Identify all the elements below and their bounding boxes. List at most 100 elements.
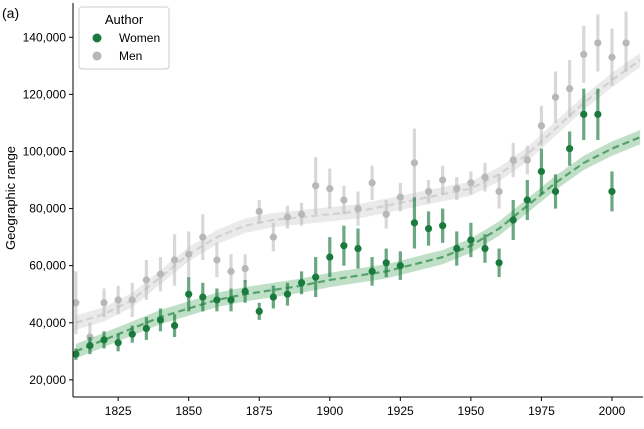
data-point-men — [283, 213, 292, 221]
legend-label-men: Men — [119, 49, 142, 63]
data-point-men — [354, 204, 362, 213]
data-point-men — [551, 93, 560, 101]
data-point-women — [551, 187, 560, 196]
y-tick-label: 140,000 — [23, 30, 67, 44]
data-point-women — [326, 253, 334, 261]
y-tick-label: 20,000 — [29, 373, 66, 387]
data-point-women — [114, 339, 122, 347]
data-point-women — [156, 316, 165, 324]
data-point-men — [326, 184, 334, 193]
data-point-men — [199, 233, 207, 241]
data-point-women — [509, 216, 517, 224]
data-point-men — [114, 296, 122, 304]
x-tick-label: 2000 — [599, 404, 626, 418]
data-point-women — [213, 296, 221, 304]
data-point-men — [495, 187, 503, 196]
data-point-women — [354, 244, 362, 253]
data-point-women — [608, 187, 616, 196]
data-point-men — [566, 85, 574, 93]
y-tick-label: 60,000 — [29, 259, 66, 273]
data-point-men — [142, 276, 150, 284]
legend: Author Women Men — [78, 6, 170, 70]
data-point-men — [523, 156, 531, 164]
data-point-women — [128, 330, 136, 338]
data-point-women — [424, 224, 433, 233]
legend-marker-men — [92, 51, 102, 61]
data-point-men — [481, 173, 489, 181]
y-tick-label: 40,000 — [29, 316, 66, 330]
data-point-men — [439, 176, 447, 184]
data-point-women — [453, 244, 461, 253]
data-point-women — [382, 259, 390, 267]
data-point-men — [312, 182, 320, 190]
data-point-women — [566, 145, 574, 153]
data-point-women — [185, 290, 193, 298]
data-point-men — [594, 39, 602, 47]
y-tick-label: 120,000 — [23, 87, 67, 101]
data-point-men — [424, 187, 433, 196]
y-tick-label: 80,000 — [29, 202, 66, 216]
data-point-men — [227, 267, 235, 275]
data-point-men — [608, 53, 616, 61]
data-point-women — [142, 324, 150, 333]
data-point-women — [100, 336, 108, 344]
data-point-women — [297, 279, 306, 287]
data-point-men — [509, 156, 517, 164]
data-point-men — [580, 50, 588, 58]
data-point-men — [368, 179, 376, 187]
data-point-men — [453, 184, 461, 193]
data-point-women — [580, 110, 588, 118]
data-point-women — [495, 259, 503, 267]
data-point-men — [622, 39, 630, 47]
data-point-women — [312, 273, 320, 281]
y-axis: 20,000 40,000 60,000 80,000 100,000 120,000 14… — [23, 30, 73, 387]
data-point-women — [537, 167, 546, 176]
data-point-men — [537, 122, 546, 130]
x-tick-label: 1875 — [246, 404, 273, 418]
data-point-women — [467, 236, 475, 244]
data-point-women — [481, 244, 489, 253]
plot-layer — [73, 11, 641, 360]
data-point-women — [594, 110, 602, 118]
data-point-women — [283, 290, 292, 298]
data-point-men — [467, 179, 475, 187]
data-point-men — [340, 196, 348, 204]
legend-box — [78, 6, 170, 70]
data-point-women — [523, 196, 531, 204]
data-point-women — [410, 219, 419, 227]
x-tick-label: 1925 — [387, 404, 414, 418]
data-point-women — [73, 350, 80, 358]
data-point-women — [241, 287, 249, 295]
panel-label: (a) — [2, 5, 19, 21]
data-point-men — [255, 207, 263, 216]
data-point-women — [255, 307, 263, 315]
data-point-men — [213, 256, 221, 264]
x-tick-label: 1825 — [105, 404, 132, 418]
data-point-men — [396, 193, 404, 201]
data-point-men — [297, 210, 306, 218]
data-point-men — [73, 299, 80, 307]
legend-label-women: Women — [119, 31, 160, 45]
data-point-women — [86, 342, 94, 350]
y-axis-label: Geographic range — [3, 146, 18, 250]
data-point-women — [439, 222, 447, 230]
data-point-men — [410, 159, 419, 167]
data-point-women — [340, 242, 348, 250]
data-point-men — [241, 264, 249, 273]
data-point-women — [199, 293, 207, 301]
data-point-men — [170, 256, 179, 264]
x-tick-label: 1900 — [316, 404, 343, 418]
data-point-men — [382, 210, 390, 218]
data-point-men — [185, 250, 193, 258]
x-tick-label: 1850 — [175, 404, 202, 418]
x-tick-label: 1950 — [458, 404, 485, 418]
data-point-women — [368, 267, 376, 275]
data-point-women — [227, 296, 235, 304]
legend-marker-women — [92, 33, 102, 43]
plot-area — [73, 11, 641, 360]
legend-title: Author — [105, 12, 144, 27]
data-point-women — [170, 322, 179, 330]
x-axis: 1825 1850 1875 1900 1925 1950 1975 2000 — [105, 397, 626, 418]
trend-line-women — [75, 136, 641, 353]
